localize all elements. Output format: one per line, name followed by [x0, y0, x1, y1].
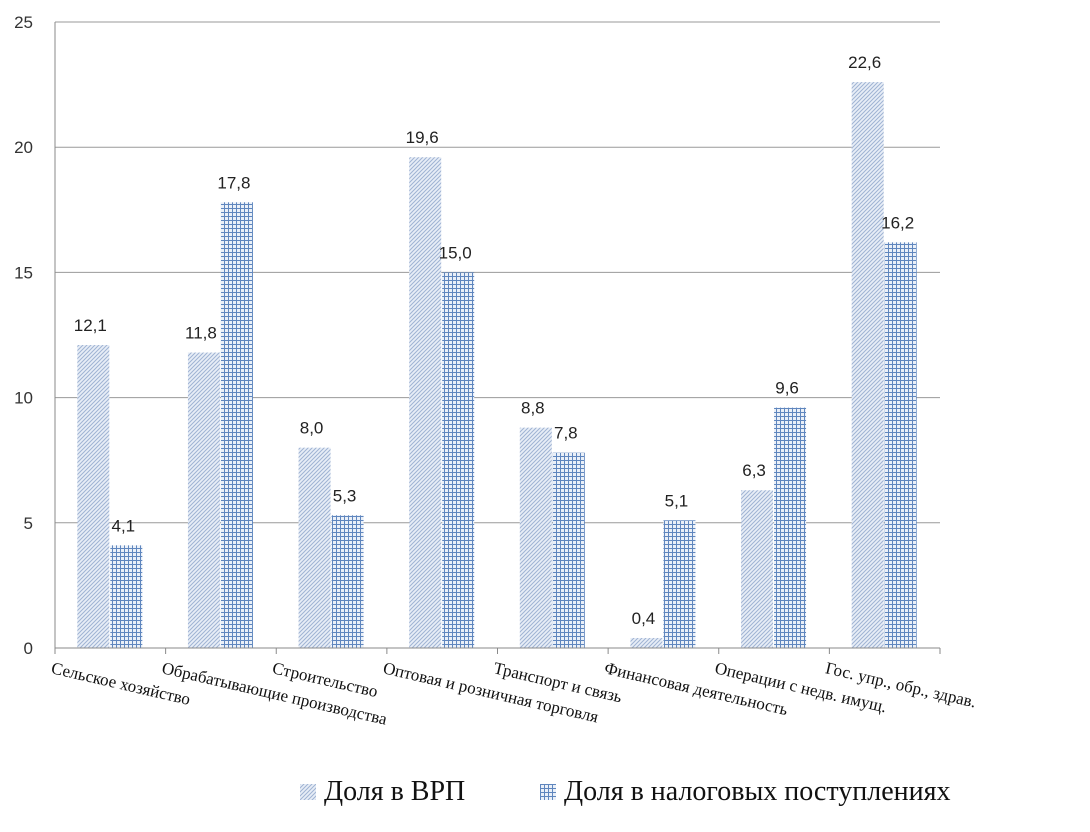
- data-label: 12,1: [74, 316, 107, 335]
- data-label: 11,8: [185, 324, 217, 343]
- bars: [77, 82, 917, 649]
- y-tick-label: 25: [14, 13, 33, 32]
- data-label: 8,0: [300, 419, 324, 438]
- data-label: 16,2: [881, 213, 914, 232]
- bar-vrp-4: [519, 427, 552, 648]
- legend-label: Доля в ВРП: [324, 776, 465, 807]
- bar-vrp-3: [409, 157, 442, 648]
- data-label: 8,8: [521, 399, 545, 418]
- data-label: 9,6: [775, 379, 799, 398]
- y-tick-label: 10: [14, 389, 33, 408]
- bar-vrp-2: [298, 447, 331, 648]
- bar-tax-4: [552, 452, 585, 648]
- data-label: 19,6: [406, 128, 439, 147]
- data-label: 15,0: [439, 243, 472, 262]
- data-label: 5,3: [333, 486, 357, 505]
- legend-swatch: [540, 784, 556, 800]
- bar-tax-1: [220, 202, 253, 648]
- bar-tax-2: [331, 515, 364, 648]
- bar-vrp-0: [77, 345, 110, 648]
- bar-vrp-7: [851, 82, 884, 648]
- bar-vrp-5: [630, 637, 663, 648]
- legend-label: Доля в налоговых поступлениях: [564, 776, 950, 807]
- data-labels: 12,1 4,1 11,8 17,8 8,0 5,3 19,6 15,0 8,8 7,8 0,4 5,…: [74, 53, 914, 628]
- data-label: 17,8: [217, 173, 250, 192]
- data-label: 4,1: [111, 516, 135, 535]
- bar-vrp-6: [741, 490, 774, 648]
- y-tick-label: 20: [14, 138, 33, 157]
- bar-tax-5: [663, 520, 696, 648]
- y-tick-label: 0: [24, 639, 33, 658]
- y-tick-label: 5: [24, 514, 33, 533]
- data-label: 5,1: [665, 491, 689, 510]
- bar-vrp-1: [187, 352, 220, 648]
- data-label: 7,8: [554, 424, 578, 443]
- bar-tax-0: [110, 545, 143, 648]
- legend: Доля в ВРП Доля в налоговых поступлениях: [300, 776, 950, 807]
- x-category-label: Финансовая деятельность: [603, 658, 790, 719]
- gridlines: [55, 21, 940, 524]
- bar-tax-3: [442, 272, 475, 648]
- bar-tax-6: [774, 407, 807, 648]
- y-tick-label: 15: [14, 263, 33, 282]
- legend-swatch: [300, 784, 316, 800]
- data-label: 22,6: [848, 53, 881, 72]
- data-label: 6,3: [742, 461, 766, 480]
- bar-tax-7: [884, 242, 917, 649]
- data-label: 0,4: [632, 609, 656, 628]
